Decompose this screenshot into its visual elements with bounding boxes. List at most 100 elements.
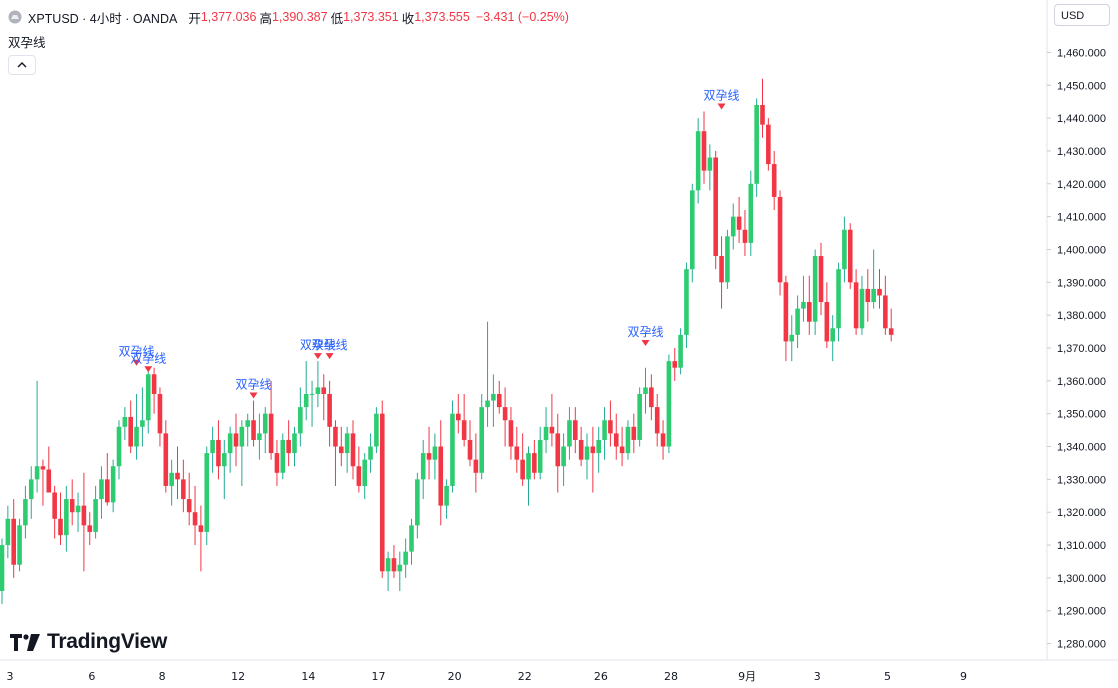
candle [883,275,888,335]
candle [11,499,16,578]
candle [684,262,689,348]
candle [181,459,186,513]
tradingview-logo[interactable]: TradingView [10,630,167,654]
candle [596,426,601,473]
candle [719,236,724,309]
candle [672,348,678,381]
high-label: 高 [259,11,272,26]
candle-body [222,453,227,467]
candle [807,275,812,335]
candle [420,439,426,500]
collapse-legend-button[interactable] [8,55,36,75]
candle [742,210,748,257]
signal-label: 双孕线 [627,325,663,339]
candle [450,400,455,493]
candle-body [368,446,373,460]
price-tick-label: 1,440.000 [1057,113,1106,125]
time-tick-label: 22 [518,670,532,683]
price-tick-label: 1,330.000 [1057,474,1106,486]
price-axis[interactable]: 1,280.000 1,290.000 1,300.000 1,310.000 1,32… [1047,47,1106,651]
candle-body [485,400,490,408]
candle [368,433,373,473]
signal-label: 双孕线 [704,89,740,103]
candle-body [871,288,876,303]
candle [888,308,894,342]
down-triangle-icon [144,366,153,373]
down-triangle-icon [717,103,726,110]
price-tick-label: 1,460.000 [1057,47,1106,59]
currency-selector[interactable]: USD [1054,4,1110,26]
candle-body [766,124,771,165]
candle [578,426,584,467]
indicator-legend[interactable]: 双孕线 [8,36,46,50]
candle-body [736,216,742,230]
candle [198,505,204,572]
candle [356,446,362,493]
candle [87,512,93,546]
candle-body [450,413,455,486]
candle [239,420,245,486]
candle-body [514,446,520,460]
time-axis[interactable]: 3 6 8 12 14 17 20 22 26 28 9月 3 5 9 [7,670,968,683]
candle-body [274,453,280,473]
candle [163,420,169,493]
candle-body [163,433,169,486]
candle [157,387,163,447]
candle [508,407,514,460]
candle-body [684,269,689,335]
candle-body [695,131,701,191]
logo-text: TradingView [47,630,168,653]
candle-body [350,433,356,467]
candle-body [122,416,128,427]
candle [771,150,777,211]
symbol-title[interactable]: XPTUSD · 4小时 · OANDA [28,11,178,26]
signal-marker: 双孕线 [627,325,664,346]
candle [286,420,291,467]
candle-body [181,479,186,500]
candle [315,361,321,408]
time-tick-label: 3 [814,670,821,683]
change-value: −3.431 (−0.25%) [475,10,569,24]
candle-body [34,466,40,480]
candle [105,453,110,506]
candle [350,420,356,480]
candle [602,407,607,460]
candle-body [374,413,379,447]
candle-body [333,426,338,447]
candle [748,170,754,257]
candle [573,407,578,454]
time-tick-label: 9 [960,670,967,683]
candle-body [830,328,835,342]
candle-body [801,302,806,309]
candle-body [298,407,303,434]
candle [666,354,672,454]
candle-body [175,472,180,480]
candle [415,472,420,539]
price-tick-label: 1,390.000 [1057,277,1106,289]
price-tick-label: 1,350.000 [1057,409,1106,421]
time-tick-label: 5 [884,670,891,683]
candle-body [339,446,344,454]
candle [268,380,274,460]
candle [555,413,561,493]
candle [824,282,830,348]
candle-body [321,387,327,394]
signal-marker: 双孕线 [236,378,272,399]
candle-body [473,459,479,473]
candle-body [496,393,502,408]
signal-marker: 双孕线 [704,89,740,110]
candle [251,400,256,447]
open-value: 1,377.036 [200,10,257,24]
candle [444,479,449,519]
candle [777,190,783,296]
price-tick-label: 1,430.000 [1057,146,1106,158]
candle-body [467,439,473,460]
time-tick-label: 6 [88,670,95,683]
candle-body [807,302,812,322]
time-tick-label: 26 [594,670,608,683]
candle-body [93,499,98,532]
close-label: 收 [401,11,415,26]
candle [403,538,408,578]
candle [766,118,771,171]
